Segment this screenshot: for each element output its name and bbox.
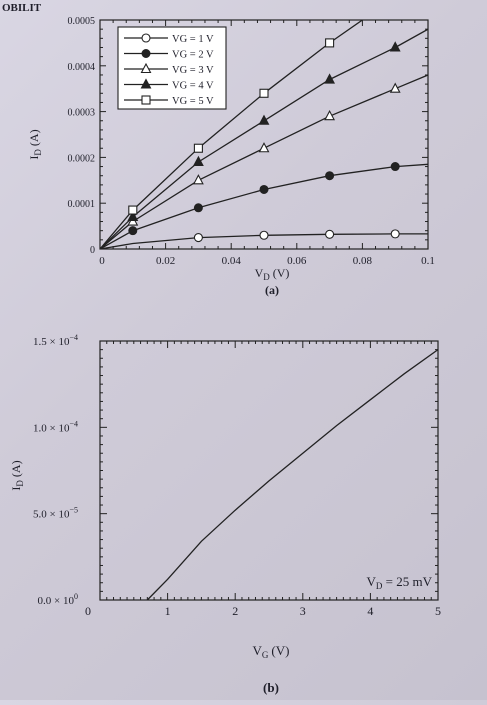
y-tick-label: 1.5 × 10−4 bbox=[33, 333, 78, 348]
data-point bbox=[193, 203, 203, 213]
y-tick-label: 0.0005 bbox=[68, 16, 96, 27]
x-axis-label-sub: G bbox=[262, 650, 269, 660]
data-point bbox=[193, 233, 203, 243]
y-axis-label-sub: D bbox=[33, 149, 43, 156]
x-tick-label: 2 bbox=[232, 604, 238, 618]
y-tick-label: 1.0 × 10−4 bbox=[33, 419, 78, 434]
x-tick-label: 0.1 bbox=[421, 255, 435, 267]
data-point bbox=[325, 171, 335, 181]
x-tick-label: 1 bbox=[165, 604, 171, 618]
x-tick-label: 4 bbox=[367, 604, 373, 618]
x-tick-label: 0 bbox=[99, 255, 105, 267]
data-point bbox=[128, 226, 138, 236]
series-2 bbox=[100, 162, 428, 249]
data-point bbox=[259, 88, 269, 98]
legend-box bbox=[117, 26, 227, 110]
y-tick-label-times: × 10 bbox=[47, 336, 70, 348]
series-5 bbox=[100, 20, 364, 249]
series-1 bbox=[100, 229, 428, 249]
legend: VG = 1 V VG = 2 V VG = 3 V VG = 4 V VG = 5 V bbox=[117, 26, 227, 110]
data-point bbox=[325, 229, 335, 239]
y-tick-label: 0.0 × 100 bbox=[38, 592, 78, 607]
legend-marker bbox=[141, 95, 151, 105]
data-point bbox=[258, 142, 270, 153]
y-tick-label: 0.0001 bbox=[68, 199, 96, 210]
x-tick-label: 0 bbox=[85, 604, 91, 618]
data-point bbox=[258, 114, 270, 125]
transfer-curve-line bbox=[146, 349, 439, 601]
y-axis-label: ID(A) bbox=[27, 129, 43, 159]
y-tick-label-exponent: −4 bbox=[69, 333, 78, 342]
y-tick-label-exponent: 0 bbox=[74, 592, 78, 601]
data-point bbox=[127, 210, 139, 221]
data-point bbox=[325, 38, 335, 48]
x-axis-label-unit: (V) bbox=[271, 643, 289, 658]
legend-marker bbox=[141, 49, 151, 58]
vd-annotation: VD = 25 mV bbox=[367, 574, 433, 591]
y-tick-label-times: × 10 bbox=[47, 509, 70, 521]
y-tick-label-exponent: −5 bbox=[69, 506, 78, 515]
y-tick-label: 0 bbox=[90, 245, 95, 256]
y-axis-label-unit: (A) bbox=[9, 460, 23, 477]
legend-entry: VG = 2 V bbox=[172, 50, 214, 61]
chart-b: 0 1 2 3 4 5 0.0 × 100 5.0 × 10−5 1.0 × 10−4 1.5 ×… bbox=[9, 333, 441, 695]
legend-entry: VG = 5 V bbox=[172, 96, 214, 107]
data-point bbox=[259, 230, 269, 240]
y-tick-label-times: × 10 bbox=[51, 595, 74, 607]
y-tick-label: 0.0004 bbox=[68, 62, 96, 73]
corner-heading-fragment: OBILIT bbox=[2, 2, 42, 14]
y-tick-label-times: × 10 bbox=[47, 422, 70, 434]
data-point bbox=[128, 205, 138, 215]
y-tick-label: 5.0 × 10−5 bbox=[33, 506, 78, 521]
x-tick-label: 0.08 bbox=[353, 255, 373, 267]
x-tick-label: 0.04 bbox=[222, 255, 242, 267]
data-point bbox=[193, 143, 203, 153]
panel-label: (a) bbox=[265, 283, 279, 297]
legend-entry: VG = 4 V bbox=[172, 81, 214, 92]
x-tick-label: 5 bbox=[435, 604, 441, 618]
x-axis-label: VD (V) bbox=[255, 266, 290, 282]
vd-annotation-rest: = 25 mV bbox=[382, 574, 432, 589]
data-point bbox=[389, 41, 401, 52]
plot-frame bbox=[99, 19, 429, 250]
data-point bbox=[390, 229, 400, 239]
x-axis-label: VG (V) bbox=[253, 643, 290, 660]
y-tick-label: 0.0002 bbox=[68, 153, 96, 164]
x-axis-label-unit: (V) bbox=[273, 266, 290, 280]
y-tick-label: 0.0003 bbox=[68, 108, 96, 119]
x-tick-label: 0.02 bbox=[156, 255, 175, 267]
data-point bbox=[192, 155, 204, 167]
data-point bbox=[324, 73, 336, 84]
legend-entry: VG = 1 V bbox=[172, 34, 214, 45]
y-axis-label-sub: D bbox=[15, 480, 25, 487]
legend-marker bbox=[140, 62, 152, 74]
data-point bbox=[390, 162, 400, 172]
legend-entry: VG = 3 V bbox=[172, 65, 214, 76]
x-tick-label: 0.06 bbox=[287, 255, 307, 267]
x-axis-label-sub: D bbox=[263, 272, 270, 282]
data-point bbox=[259, 184, 269, 194]
vd-annotation-sub: D bbox=[376, 581, 383, 591]
series-4 bbox=[100, 28, 428, 249]
y-axis-label-unit: (A) bbox=[27, 129, 41, 146]
legend-marker bbox=[141, 33, 151, 43]
plot-frame bbox=[99, 340, 439, 601]
chart-a: 0 0.02 0.04 0.06 0.08 0.1 0 0.0001 0.0002 0.0003 0… bbox=[27, 16, 435, 297]
data-point bbox=[324, 110, 336, 121]
y-axis-label: ID(A) bbox=[9, 460, 25, 490]
data-point bbox=[192, 174, 204, 185]
x-tick-label: 3 bbox=[300, 604, 306, 618]
panel-label: (b) bbox=[263, 680, 279, 695]
y-tick-label-exponent: −4 bbox=[69, 419, 78, 428]
legend-marker bbox=[140, 78, 152, 89]
data-point bbox=[389, 82, 401, 93]
